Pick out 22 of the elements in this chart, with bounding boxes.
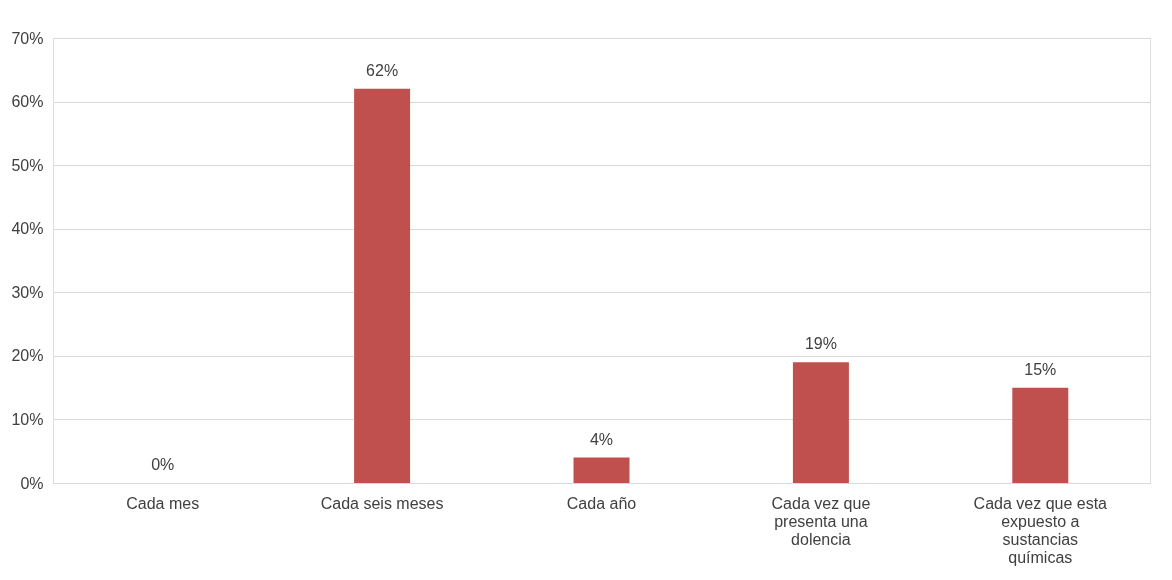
data-label: 4% [589, 430, 614, 448]
y-tick-label: 10% [11, 410, 44, 428]
y-tick-label: 60% [11, 93, 44, 111]
y-tick-label: 50% [11, 156, 44, 174]
y-tick-label: 0% [20, 474, 44, 492]
data-label: 0% [151, 456, 175, 473]
data-label: 19% [804, 335, 837, 353]
y-tick-label: 40% [11, 220, 44, 238]
x-tick-label: Cada año [566, 494, 637, 512]
x-tick-label: Cada vez que esta expuesto a sustancias químicas [973, 494, 1108, 566]
x-tick-label: Cada seis meses [320, 494, 444, 512]
y-tick-label: 20% [11, 347, 44, 365]
y-tick-label: 30% [11, 283, 44, 301]
data-label: 62% [366, 61, 399, 79]
bar [1012, 387, 1069, 483]
y-tick-label: 70% [11, 29, 44, 47]
bar [354, 88, 411, 483]
bar [573, 457, 630, 483]
data-label: 15% [1024, 360, 1057, 378]
x-tick-label: Cada vez que presenta una dolencia [771, 494, 871, 548]
x-tick-label: Cada mes [126, 494, 200, 512]
bar [792, 362, 849, 483]
